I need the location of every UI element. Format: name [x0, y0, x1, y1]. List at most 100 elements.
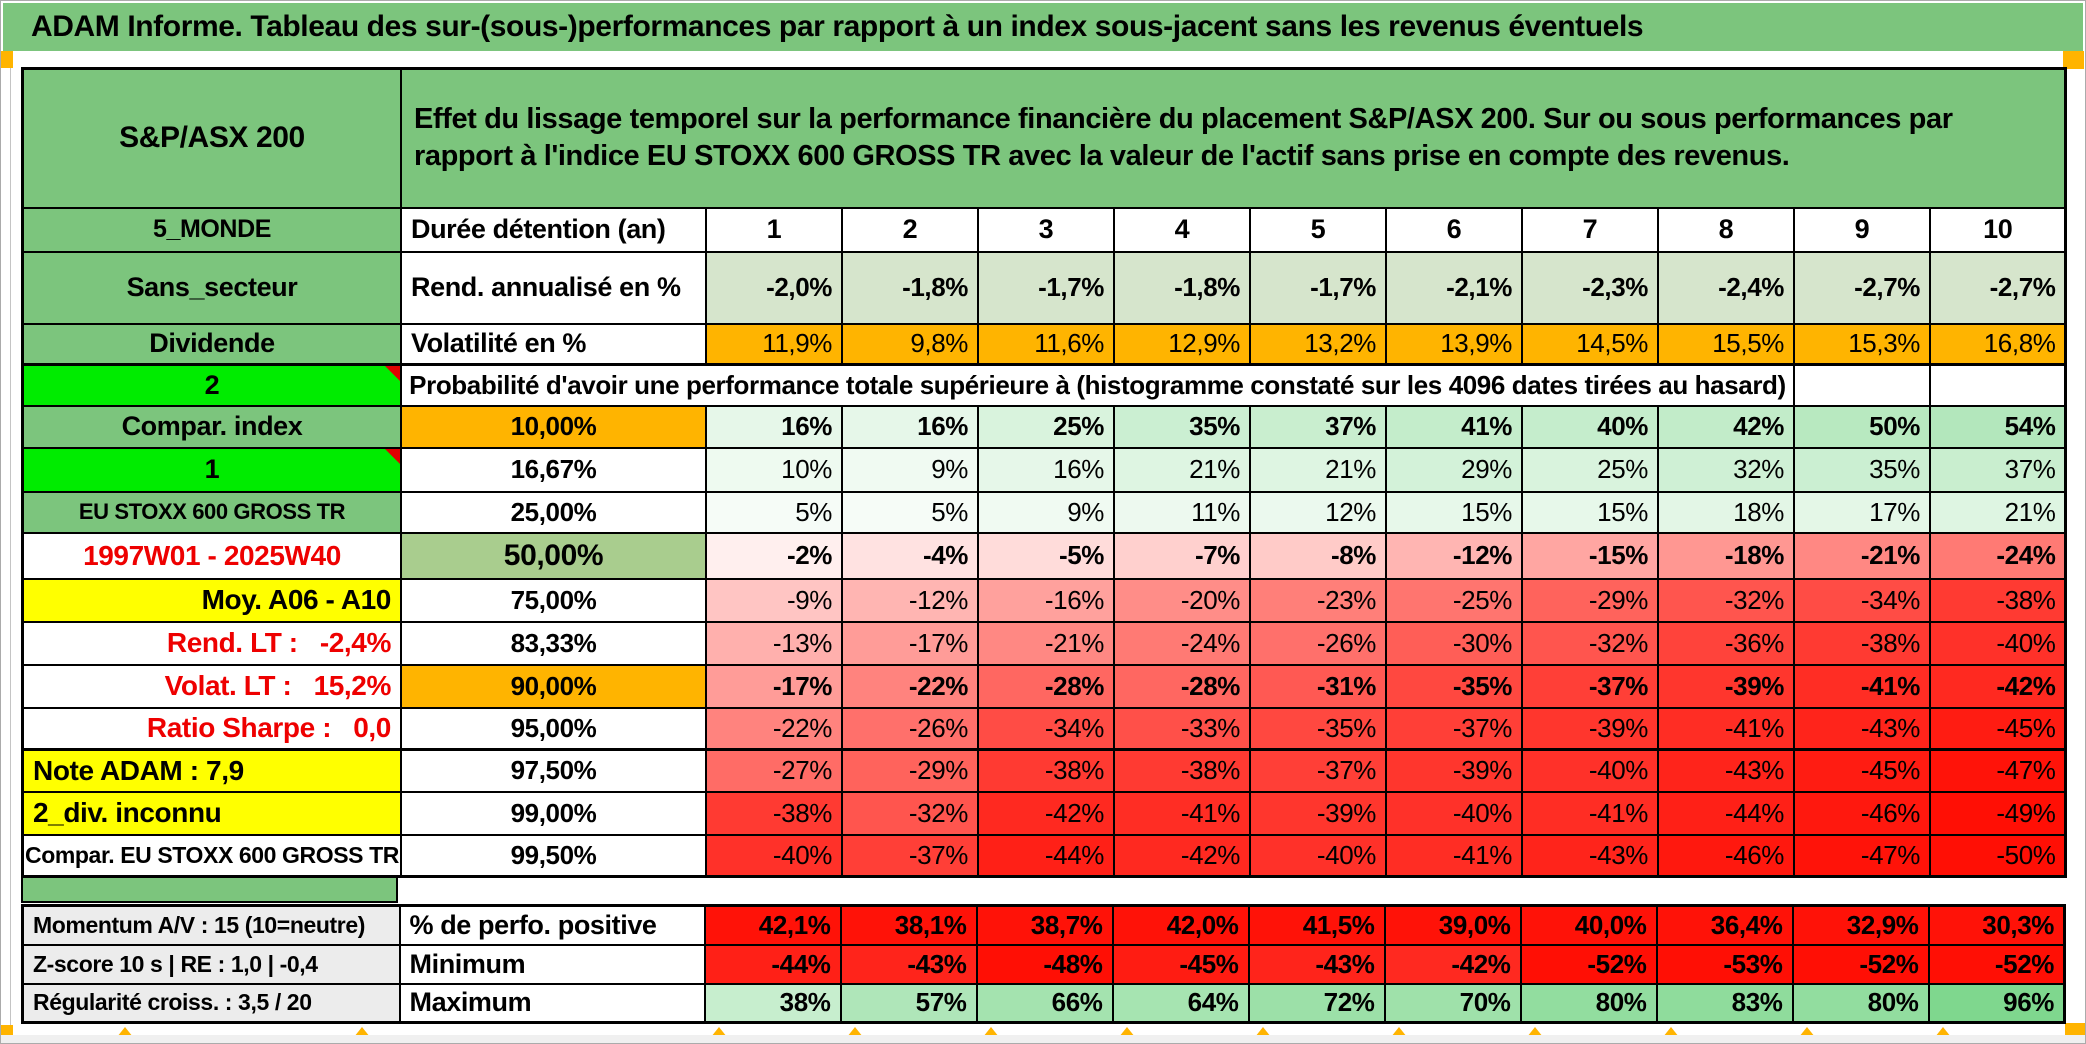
data-cell: -41% [1384, 833, 1523, 878]
data-cell: -32% [840, 790, 979, 836]
data-cell: -7% [1112, 531, 1251, 580]
threshold-cell: 99,50% [399, 833, 707, 878]
page-break-caret [1527, 1027, 1543, 1037]
data-cell: 14,5% [1520, 322, 1659, 366]
data-cell: 16% [840, 404, 979, 449]
data-cell: -1,8% [1112, 250, 1251, 325]
probability-title-row: 2 Probabilité d'avoir une performance tot… [21, 363, 2067, 407]
data-cell: 15,3% [1792, 322, 1931, 366]
probability-row: Volat. LT : 15,2% 90,00% -17% -22% -28% -28% -… [21, 663, 2067, 709]
data-cell: -18% [1656, 531, 1795, 580]
comment-marker-icon [384, 366, 399, 381]
data-cell: -1,8% [840, 250, 979, 325]
print-marker-bottom-right [2065, 1023, 2085, 1037]
data-cell: -45% [1111, 943, 1250, 985]
page-break-caret [983, 1027, 999, 1037]
data-cell: -46% [1792, 790, 1931, 836]
data-cell: -37% [840, 833, 979, 878]
data-cell: 21% [1928, 490, 2067, 534]
row-label: Volat. LT : 15,2% [21, 663, 402, 709]
data-cell: 35% [1792, 446, 1931, 493]
year-header-cell: 1 [704, 206, 843, 253]
data-cell: -22% [840, 663, 979, 709]
data-cell: 9,8% [840, 322, 979, 366]
data-cell: 15% [1384, 490, 1523, 534]
param-label: Volatilité en % [399, 322, 707, 366]
data-cell: 5% [704, 490, 843, 534]
data-cell: -21% [976, 620, 1115, 666]
data-cell: -23% [1248, 577, 1387, 623]
data-cell: -29% [840, 748, 979, 793]
data-cell: -26% [840, 706, 979, 751]
data-cell: 80% [1519, 982, 1658, 1024]
threshold-cell: 95,00% [399, 706, 707, 751]
page-break-caret [1391, 1027, 1407, 1037]
data-cell: 40% [1520, 404, 1659, 449]
summary-label: Z-score 10 s | RE : 1,0 | -0,4 [21, 943, 401, 985]
probability-row: Compar. EU STOXX 600 GROSS TR 99,50% -40% -… [21, 833, 2067, 878]
summary-table: Momentum A/V : 15 (10=neutre)% de perfo.… [21, 904, 2066, 1024]
data-cell: 39,0% [1383, 904, 1522, 946]
page-break-caret [1663, 1027, 1679, 1037]
data-cell: 38% [703, 982, 842, 1024]
data-cell: -2,7% [1792, 250, 1931, 325]
data-cell: 11,6% [976, 322, 1115, 366]
summary-row: Régularité croiss. : 3,5 / 20 Maximum 38% 5… [21, 982, 2066, 1024]
threshold-cell: 97,50% [399, 748, 707, 793]
data-cell: 42% [1656, 404, 1795, 449]
data-cell: -41% [1520, 790, 1659, 836]
page-break-caret [847, 1027, 863, 1037]
probability-row: Ratio Sharpe : 0,0 95,00% -22% -26% -34% -33%… [21, 706, 2067, 751]
year-header-cell: 4 [1112, 206, 1251, 253]
threshold-cell: 90,00% [399, 663, 707, 709]
data-cell: -50% [1928, 833, 2067, 878]
data-cell: 38,7% [975, 904, 1114, 946]
data-cell: -36% [1656, 620, 1795, 666]
param-label: Durée détention (an) [399, 206, 707, 253]
data-cell: -2,1% [1384, 250, 1523, 325]
data-cell: -17% [704, 663, 843, 709]
data-cell: 11,9% [704, 322, 843, 366]
page-title: ADAM Informe. Tableau des sur-(sous-)per… [3, 3, 2083, 51]
data-cell: 15% [1520, 490, 1659, 534]
data-cell: 12% [1248, 490, 1387, 534]
summary-label: Momentum A/V : 15 (10=neutre) [21, 904, 401, 946]
year-header-cell: 3 [976, 206, 1115, 253]
data-cell: -8% [1248, 531, 1387, 580]
data-cell: 41,5% [1247, 904, 1386, 946]
data-cell: -41% [1112, 790, 1251, 836]
footer-strip [1, 1035, 2085, 1043]
threshold-cell: 75,00% [399, 577, 707, 623]
data-cell: 37% [1928, 446, 2067, 493]
data-cell: 21% [1112, 446, 1251, 493]
year-header-cell: 7 [1520, 206, 1659, 253]
data-cell: 25% [1520, 446, 1659, 493]
data-cell: -44% [976, 833, 1115, 878]
data-cell: -43% [1520, 833, 1659, 878]
data-cell: 41% [1384, 404, 1523, 449]
data-cell: 50% [1792, 404, 1931, 449]
data-cell: -38% [704, 790, 843, 836]
page-break-caret [1119, 1027, 1135, 1037]
row-label: EU STOXX 600 GROSS TR [21, 490, 402, 534]
data-cell: -37% [1384, 706, 1523, 751]
probability-row: Rend. LT : -2,4% 83,33% -13% -17% -21% -24% -2… [21, 620, 2067, 666]
data-cell: 10% [704, 446, 843, 493]
year-header-cell: 2 [840, 206, 979, 253]
data-cell: -20% [1112, 577, 1251, 623]
probability-title-cell: Probabilité d'avoir une performance tota… [399, 363, 1795, 407]
data-cell: 96% [1927, 982, 2066, 1024]
data-cell: -45% [1792, 748, 1931, 793]
data-cell: -40% [1520, 748, 1659, 793]
row-label: 1997W01 - 2025W40 [21, 531, 402, 580]
data-cell: 42,0% [1111, 904, 1250, 946]
data-cell: -35% [1384, 663, 1523, 709]
data-cell: -47% [1792, 833, 1931, 878]
summary-row: Momentum A/V : 15 (10=neutre)% de perfo.… [21, 904, 2066, 946]
data-cell: -38% [1792, 620, 1931, 666]
data-cell: -34% [1792, 577, 1931, 623]
data-cell: -27% [704, 748, 843, 793]
data-cell: -16% [976, 577, 1115, 623]
param-label: Rend. annualisé en % [399, 250, 707, 325]
data-cell: 32% [1656, 446, 1795, 493]
